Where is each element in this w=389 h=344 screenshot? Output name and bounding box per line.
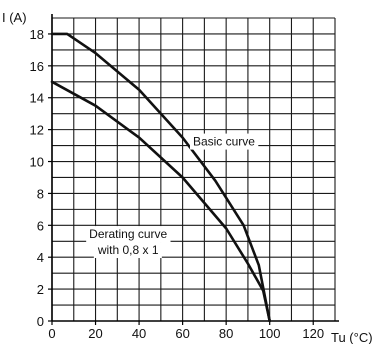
- x-axis-label: Tu (°C): [331, 330, 373, 344]
- y-tick-label: 8: [37, 186, 44, 201]
- series-line: [50, 32, 272, 323]
- annotations: Basic curve Derating curve with 0,8 x 1: [86, 133, 259, 259]
- annotation-background: [189, 133, 259, 150]
- annotation-label: with 0,8 x 1: [97, 243, 159, 257]
- grid: [51, 17, 336, 322]
- y-tick-label: 14: [30, 91, 44, 106]
- annotation-label: Derating curve: [89, 227, 167, 241]
- annotation-label: Basic curve: [193, 135, 255, 149]
- y-tick-label: 2: [37, 282, 44, 297]
- x-tick-label: 80: [219, 326, 233, 341]
- series-line: [50, 80, 272, 323]
- x-tick-label: 20: [88, 326, 102, 341]
- x-tick-label: 120: [302, 326, 324, 341]
- y-axis-label: I (A): [2, 10, 27, 25]
- x-tick-label: 60: [175, 326, 189, 341]
- y-tick-label: 0: [37, 314, 44, 329]
- y-tick-label: 10: [30, 155, 44, 170]
- y-tick-label: 6: [37, 218, 44, 233]
- y-tick-label: 16: [30, 59, 44, 74]
- annotation-background: [93, 242, 162, 259]
- tick-labels: 0 20 40 60 80 100 120 0 2 4 6 8 10 12 14 16 18: [30, 27, 325, 341]
- x-tick-label: 100: [259, 326, 281, 341]
- x-tick-label: 0: [48, 326, 55, 341]
- series-lines: [50, 32, 272, 323]
- axes: [48, 14, 339, 325]
- annotation-background: [86, 226, 171, 243]
- y-tick-label: 12: [30, 123, 44, 138]
- x-tick-label: 40: [132, 326, 146, 341]
- y-tick-label: 4: [37, 250, 44, 265]
- y-tick-label: 18: [30, 27, 44, 42]
